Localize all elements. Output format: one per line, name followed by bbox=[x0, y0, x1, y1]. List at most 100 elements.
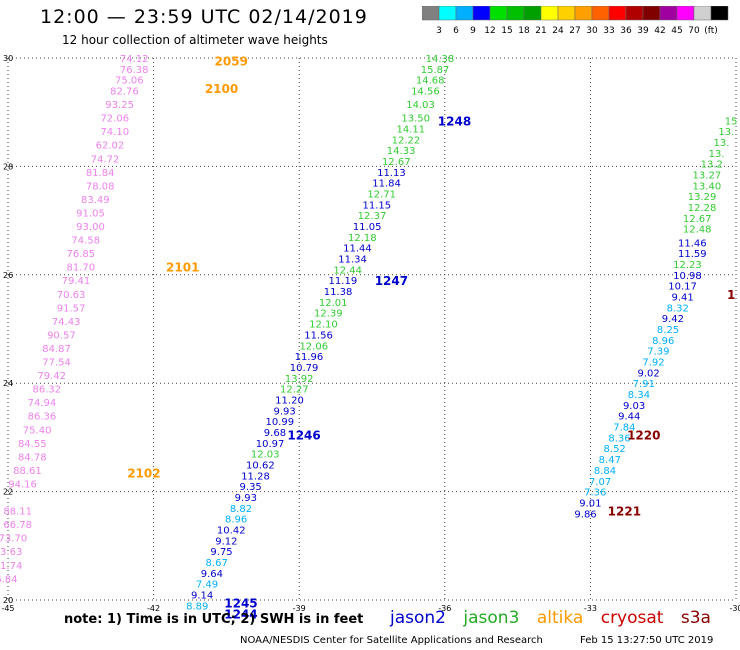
wave-height-label: 9.12 bbox=[215, 536, 237, 547]
pass-time-label: 2100 bbox=[205, 82, 238, 96]
colorbar-label: 42 bbox=[654, 26, 665, 36]
wave-height-label: 8.96 bbox=[225, 515, 247, 526]
wave-height-label: 66.78 bbox=[3, 520, 32, 531]
wave-height-label: 73.70 bbox=[0, 534, 27, 545]
wave-height-label: 76.84 bbox=[0, 574, 17, 585]
pass-time-label: 2101 bbox=[166, 261, 199, 275]
colorbar-label: 33 bbox=[603, 26, 614, 36]
wave-height-label: 8.32 bbox=[667, 303, 689, 314]
legend-jason3: jason3 bbox=[463, 608, 520, 628]
color-scale-bar: 3 6 9 12 15 18 21 24 27 30 33 36 39 42 45 70 (ft) bbox=[422, 6, 729, 36]
wave-height-label: 9.01 bbox=[579, 498, 601, 509]
x-tick-label: -36 bbox=[438, 604, 451, 613]
colorbar-label: 70 bbox=[688, 26, 700, 36]
wave-height-label: 76.85 bbox=[66, 249, 95, 260]
wave-height-label: 11.44 bbox=[343, 244, 372, 255]
wave-height-label: 12.48 bbox=[683, 225, 712, 236]
wave-height-label: 81.84 bbox=[86, 168, 115, 179]
wave-height-label: 9.35 bbox=[240, 482, 262, 493]
wave-height-label: 12.01 bbox=[319, 298, 348, 309]
wave-height-label: 7.49 bbox=[196, 580, 218, 591]
wave-height-label: 79.41 bbox=[62, 276, 91, 287]
wave-height-label: 11.56 bbox=[304, 330, 333, 341]
wave-height-label: 9.75 bbox=[210, 547, 232, 558]
x-tick-label: -45 bbox=[1, 604, 14, 613]
wave-height-label: 11.05 bbox=[353, 222, 382, 233]
wave-height-label: 77.54 bbox=[42, 358, 71, 369]
y-tick-label: 30 bbox=[3, 54, 13, 63]
wave-height-label: 94.16 bbox=[8, 479, 37, 490]
wave-height-label: 12.23 bbox=[673, 260, 702, 271]
wave-height-label: 10.98 bbox=[673, 271, 702, 282]
x-tick-label: -39 bbox=[293, 604, 306, 613]
x-tick-label: -33 bbox=[584, 604, 597, 613]
wave-height-label: 11.38 bbox=[324, 287, 353, 298]
credit-line: NOAA/NESDIS Center for Satellite Applica… bbox=[240, 635, 543, 646]
colorbar-label: 36 bbox=[620, 26, 632, 36]
wave-height-label: 7.39 bbox=[647, 347, 669, 358]
wave-height-label: 8.82 bbox=[230, 504, 252, 515]
wave-height-label: 11.19 bbox=[329, 276, 358, 287]
colorbar-label: 21 bbox=[535, 26, 546, 36]
wave-height-label: 74.72 bbox=[91, 154, 120, 165]
wave-height-label: 78.08 bbox=[86, 181, 115, 192]
wave-height-label: 14.11 bbox=[397, 124, 426, 135]
wave-height-label: 7.07 bbox=[589, 477, 611, 488]
wave-height-label: 13. bbox=[709, 149, 725, 160]
pass-time-label: 2059 bbox=[215, 55, 248, 69]
wave-height-label: 74.10 bbox=[100, 127, 129, 138]
wave-height-label: 90.57 bbox=[47, 330, 76, 341]
wave-height-label: 11.13 bbox=[377, 168, 406, 179]
wave-height-label: 72.06 bbox=[100, 114, 129, 125]
chart-title: 12:00 — 23:59 UTC 02/14/2019 bbox=[40, 6, 368, 28]
wave-height-label: 11.20 bbox=[275, 395, 304, 406]
wave-height-label: 11.34 bbox=[338, 255, 367, 266]
wave-height-label: 10.62 bbox=[246, 461, 275, 472]
wave-height-label: 12.06 bbox=[299, 341, 328, 352]
wave-height-label: 12.03 bbox=[251, 450, 280, 461]
wave-height-label: 81.70 bbox=[66, 263, 95, 274]
wave-height-label: 14.68 bbox=[416, 76, 445, 87]
wave-height-label: 10.42 bbox=[217, 526, 246, 537]
legend-altika: altika bbox=[536, 608, 584, 628]
wave-height-label: 93.00 bbox=[76, 222, 105, 233]
wave-height-label: 8.47 bbox=[599, 455, 621, 466]
y-tick-label: 26 bbox=[3, 271, 13, 280]
pass-time-label: 1221 bbox=[608, 505, 641, 519]
pass-time-label: 1248 bbox=[438, 114, 471, 128]
wave-height-label: 12.67 bbox=[683, 214, 712, 225]
wave-height-label: 12.37 bbox=[358, 211, 387, 222]
wave-height-label: 11.46 bbox=[678, 238, 707, 249]
wave-height-label: 8.25 bbox=[657, 325, 679, 336]
legend-jason2: jason2 bbox=[390, 608, 446, 628]
wave-height-label: 76.38 bbox=[120, 65, 149, 76]
wave-height-label: 91.05 bbox=[76, 208, 105, 219]
legend-s3a: s3a bbox=[680, 608, 711, 628]
generated-timestamp: Feb 15 13:27:50 UTC 2019 bbox=[580, 635, 714, 646]
footer-note: note: 1) Time is in UTC; 2) SWH is in fe… bbox=[64, 612, 364, 627]
wave-height-label: 13. bbox=[713, 138, 729, 149]
colorbar-label: 39 bbox=[637, 26, 649, 36]
wave-height-label: 14.03 bbox=[406, 100, 435, 111]
wave-height-label: 11.84 bbox=[372, 179, 401, 190]
wave-height-label: 12.27 bbox=[280, 385, 309, 396]
wave-height-label: 74.58 bbox=[71, 236, 100, 247]
wave-height-label: 82.76 bbox=[110, 87, 139, 98]
y-tick-label: 20 bbox=[3, 596, 13, 605]
wave-height-label: 9.03 bbox=[623, 401, 645, 412]
wave-height-label: 8.96 bbox=[652, 336, 674, 347]
wave-height-label: 13. bbox=[718, 127, 734, 138]
wave-height-label: 9.93 bbox=[274, 406, 296, 417]
wave-height-label: 11.96 bbox=[295, 352, 324, 363]
wave-height-label: 12.28 bbox=[688, 203, 717, 214]
wave-height-label: 15 bbox=[725, 116, 738, 127]
wave-height-label: 88.61 bbox=[13, 466, 42, 477]
wave-height-label: 12.10 bbox=[309, 320, 338, 331]
y-tick-label: 28 bbox=[3, 162, 13, 171]
pass-time-label: 2102 bbox=[127, 467, 160, 481]
wave-height-label: 9.64 bbox=[201, 569, 223, 580]
wave-height-label: 93.25 bbox=[105, 100, 134, 111]
wave-height-label: 7.91 bbox=[633, 379, 655, 390]
wave-height-label: 8.52 bbox=[604, 444, 626, 455]
colorbar-label: 27 bbox=[569, 26, 580, 36]
